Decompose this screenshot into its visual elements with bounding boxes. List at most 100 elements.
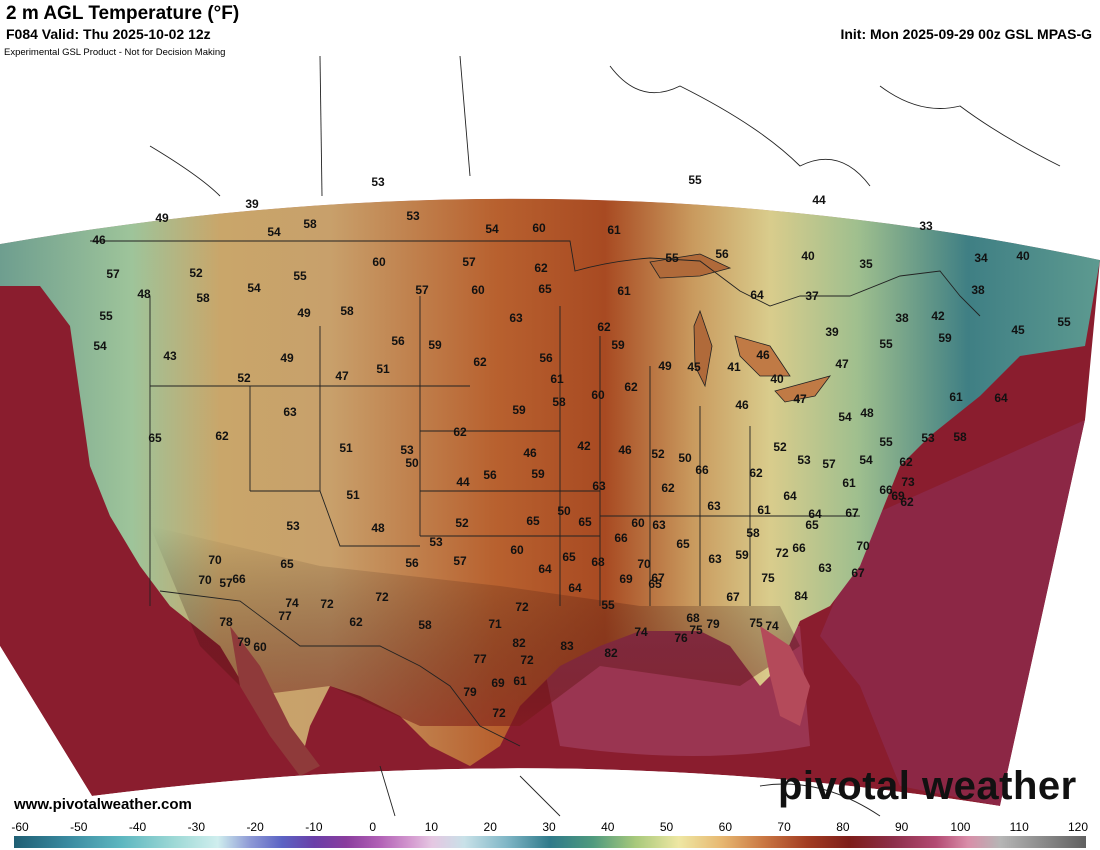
southern-warm-field xyxy=(150,526,800,726)
temperature-colorbar xyxy=(14,836,1086,848)
temperature-value: 64 xyxy=(994,391,1008,405)
pivotal-weather-logo: pivotal weather xyxy=(778,764,1077,808)
temperature-value: 74 xyxy=(634,625,648,639)
temperature-value: 60 xyxy=(253,640,267,654)
temperature-value: 63 xyxy=(283,405,297,419)
temperature-value: 57 xyxy=(462,255,476,269)
temperature-value: 70 xyxy=(208,553,222,567)
temperature-value: 59 xyxy=(512,403,526,417)
temperature-value: 69 xyxy=(619,572,633,586)
temperature-value: 51 xyxy=(376,362,390,376)
temperature-value: 62 xyxy=(349,615,363,629)
temperature-value: 62 xyxy=(534,261,548,275)
temperature-value: 39 xyxy=(825,325,839,339)
temperature-value: 65 xyxy=(526,514,540,528)
temperature-value: 52 xyxy=(455,516,469,530)
temperature-value: 58 xyxy=(418,618,432,632)
temperature-value: 65 xyxy=(676,537,690,551)
colorbar-tick: -30 xyxy=(187,820,205,834)
temperature-value: 52 xyxy=(189,266,203,280)
temperature-value: 55 xyxy=(99,309,113,323)
colorbar-tick: 90 xyxy=(894,820,909,834)
temperature-value: 59 xyxy=(735,548,749,562)
temperature-value: 48 xyxy=(137,287,151,301)
temperature-value: 76 xyxy=(674,631,688,645)
temperature-value: 59 xyxy=(428,338,442,352)
florida xyxy=(760,626,810,726)
temperature-value: 54 xyxy=(93,339,107,353)
temperature-value: 70 xyxy=(637,557,651,571)
temperature-value: 55 xyxy=(601,598,615,612)
temperature-value: 55 xyxy=(688,173,702,187)
temperature-value: 71 xyxy=(488,617,502,631)
temperature-value: 83 xyxy=(560,639,574,653)
temperature-value: 60 xyxy=(631,516,645,530)
temperature-value: 39 xyxy=(245,197,259,211)
colorbar-tick: -60 xyxy=(11,820,29,834)
temperature-value: 54 xyxy=(838,410,852,424)
temperature-value: 49 xyxy=(155,211,169,225)
temperature-value: 49 xyxy=(280,351,294,365)
temperature-value: 41 xyxy=(727,360,741,374)
temperature-value: 40 xyxy=(1016,249,1030,263)
temperature-value: 53 xyxy=(797,453,811,467)
temperature-value: 66 xyxy=(614,531,628,545)
temperature-value: 34 xyxy=(974,251,988,265)
temperature-value: 62 xyxy=(624,380,638,394)
temperature-value: 67 xyxy=(726,590,740,604)
temperature-value: 69 xyxy=(491,676,505,690)
temperature-value: 56 xyxy=(539,351,553,365)
temperature-value: 46 xyxy=(735,398,749,412)
temperature-value: 79 xyxy=(237,635,251,649)
temperature-value: 46 xyxy=(618,443,632,457)
colorbar-tick: 40 xyxy=(601,820,615,834)
temperature-value: 57 xyxy=(106,267,120,281)
colorbar-tick: 10 xyxy=(424,820,439,834)
website-url[interactable]: www.pivotalweather.com xyxy=(14,796,192,813)
temperature-value: 58 xyxy=(552,395,566,409)
colorbar-tick: 110 xyxy=(1009,820,1029,834)
temperature-value: 53 xyxy=(371,175,385,189)
temperature-value: 75 xyxy=(689,623,703,637)
temperature-value: 47 xyxy=(835,357,849,371)
temperature-value: 84 xyxy=(794,589,808,603)
temperature-value: 64 xyxy=(568,581,582,595)
colorbar-tick: 0 xyxy=(369,820,376,834)
temperature-value: 66 xyxy=(879,483,893,497)
temperature-value: 59 xyxy=(611,338,625,352)
colorbar-tick: 50 xyxy=(659,820,674,834)
temperature-value: 56 xyxy=(715,247,729,261)
map-area[interactable]: 53 55 49 39 54 58 53 54 60 61 44 33 46 57 52 48 54 55 60 57… xyxy=(0,46,1100,818)
temperature-value: 72 xyxy=(320,597,334,611)
temperature-value: 54 xyxy=(859,453,873,467)
temperature-value: 53 xyxy=(429,535,443,549)
temperature-value: 49 xyxy=(658,359,672,373)
temperature-value: 58 xyxy=(746,526,760,540)
temperature-value: 77 xyxy=(278,609,292,623)
temperature-value: 51 xyxy=(339,441,353,455)
temperature-value: 58 xyxy=(303,217,317,231)
colorbar-tick: -40 xyxy=(128,820,147,834)
temperature-value: 50 xyxy=(678,451,692,465)
temperature-value: 53 xyxy=(400,443,414,457)
temperature-value: 62 xyxy=(900,495,914,509)
temperature-value: 62 xyxy=(597,320,611,334)
temperature-value: 52 xyxy=(651,447,665,461)
outside-domain-southwest xyxy=(0,646,92,818)
temperature-value: 52 xyxy=(773,440,787,454)
temperature-value: 48 xyxy=(860,406,874,420)
temperature-value: 65 xyxy=(538,282,552,296)
temperature-value: 72 xyxy=(492,706,506,720)
temperature-value: 55 xyxy=(1057,315,1071,329)
temperature-value: 45 xyxy=(687,360,701,374)
temperature-value: 64 xyxy=(538,562,552,576)
temperature-value: 73 xyxy=(901,475,915,489)
temperature-value: 62 xyxy=(661,481,675,495)
temperature-map[interactable]: 53 55 49 39 54 58 53 54 60 61 44 33 46 57 52 48 54 55 60 57… xyxy=(0,46,1100,818)
outside-domain-east xyxy=(1000,346,1100,806)
temperature-value: 60 xyxy=(510,543,524,557)
temperature-value: 63 xyxy=(708,552,722,566)
temperature-value: 58 xyxy=(953,430,967,444)
temperature-value: 49 xyxy=(297,306,311,320)
temperature-value: 61 xyxy=(757,503,771,517)
